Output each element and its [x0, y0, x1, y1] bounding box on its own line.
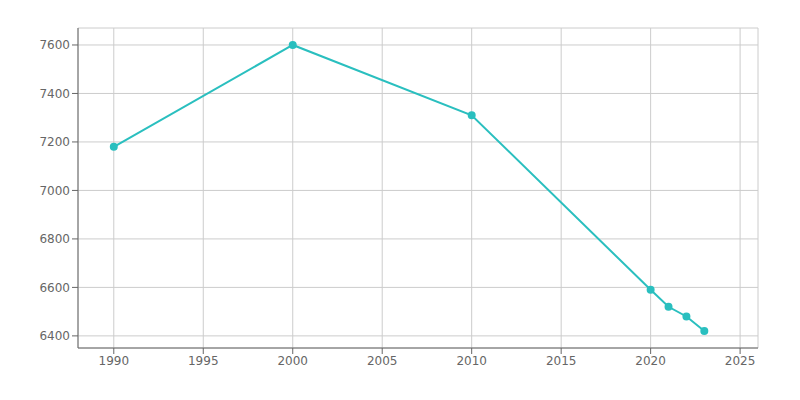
svg-text:1995: 1995: [188, 354, 219, 368]
svg-text:6800: 6800: [39, 232, 70, 246]
svg-text:7400: 7400: [39, 87, 70, 101]
svg-text:7200: 7200: [39, 135, 70, 149]
svg-text:1990: 1990: [99, 354, 130, 368]
svg-text:2000: 2000: [277, 354, 308, 368]
svg-text:2020: 2020: [635, 354, 666, 368]
svg-text:6600: 6600: [39, 281, 70, 295]
svg-text:2010: 2010: [456, 354, 487, 368]
svg-text:2015: 2015: [546, 354, 577, 368]
svg-text:6400: 6400: [39, 329, 70, 343]
svg-text:7600: 7600: [39, 38, 70, 52]
svg-text:7000: 7000: [39, 184, 70, 198]
svg-text:2005: 2005: [367, 354, 398, 368]
svg-text:2025: 2025: [725, 354, 756, 368]
